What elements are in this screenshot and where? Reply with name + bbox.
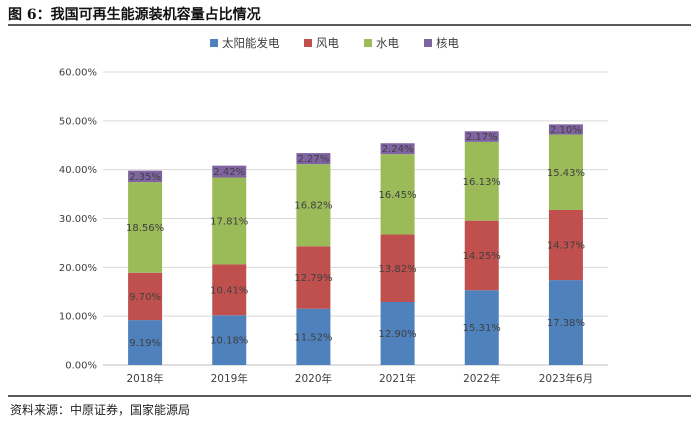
data-label: 10.41% (210, 285, 248, 296)
bar-hydro (212, 177, 247, 265)
bar-solar (464, 290, 499, 365)
x-tick-label: 2021年 (379, 372, 416, 385)
legend-swatch-nuclear (424, 39, 432, 47)
bar-solar (212, 315, 247, 365)
y-tick-label: 50.00% (59, 116, 97, 127)
data-label: 13.82% (379, 264, 417, 275)
top-divider (8, 24, 691, 26)
data-label: 2.42% (213, 167, 245, 178)
data-label: 15.43% (547, 168, 585, 179)
y-tick-label: 40.00% (59, 165, 97, 176)
legend-label-hydro: 水电 (376, 36, 399, 50)
x-tick-label: 2023年6月 (539, 372, 593, 385)
data-label: 2.27% (298, 154, 330, 165)
bar-solar (128, 320, 163, 365)
y-tick-label: 30.00% (59, 214, 97, 225)
y-tick-label: 20.00% (59, 263, 97, 274)
bar-wind (464, 220, 499, 291)
data-label: 14.37% (547, 241, 585, 252)
y-tick-label: 10.00% (59, 312, 97, 323)
bar-solar (296, 308, 331, 365)
bar-nuclear (380, 143, 415, 155)
data-label: 11.52% (294, 332, 332, 343)
source-note: 资料来源：中原证券，国家能源局 (10, 403, 191, 417)
data-label: 9.19% (129, 338, 161, 349)
legend-swatch-wind (304, 39, 312, 47)
x-tick-label: 2020年 (295, 372, 332, 385)
y-tick-label: 60.00% (59, 68, 97, 79)
legend-label-wind: 风电 (316, 36, 339, 50)
bar-hydro (548, 134, 583, 210)
data-label: 2.35% (129, 172, 161, 183)
bar-wind (548, 209, 583, 281)
x-tick-label: 2022年 (463, 372, 500, 385)
data-label: 17.81% (210, 216, 248, 227)
legend-swatch-hydro (364, 39, 372, 47)
data-label: 16.82% (294, 201, 332, 212)
bar-nuclear (296, 153, 331, 165)
legend-label-solar: 太阳能发电 (222, 36, 280, 50)
bottom-divider (8, 395, 691, 397)
data-label: 2.17% (466, 132, 498, 143)
figure-title-bar: 图 6：我国可再生能源装机容量占比情况 (8, 4, 691, 28)
data-label: 2.24% (382, 144, 414, 155)
bar-hydro (380, 154, 415, 235)
bar-nuclear (212, 165, 247, 178)
bar-wind (212, 264, 247, 316)
data-label: 18.56% (126, 223, 164, 234)
data-label: 16.45% (379, 190, 417, 201)
data-label: 14.25% (463, 251, 501, 262)
bar-hydro (296, 164, 331, 247)
bar-nuclear (548, 124, 583, 135)
legend-label-nuclear: 核电 (436, 36, 459, 50)
data-label: 9.70% (129, 292, 161, 303)
data-label: 10.18% (210, 336, 248, 347)
bar-wind (380, 234, 415, 303)
bar-nuclear (464, 131, 499, 142)
x-tick-label: 2019年 (211, 372, 248, 385)
data-label: 15.31% (463, 323, 501, 334)
legend-swatch-solar (210, 39, 218, 47)
bar-hydro (128, 182, 163, 273)
bar-solar (380, 302, 415, 365)
data-label: 16.13% (463, 177, 501, 188)
stacked-bar-chart: 0.00% 10.00% 20.00% 30.00% 40.00% 50.00% 60.00… (59, 36, 608, 385)
bar-wind (296, 246, 331, 309)
bar-solar (548, 280, 583, 365)
data-label: 17.38% (547, 318, 585, 329)
x-tick-label: 2018年 (126, 372, 163, 385)
y-tick-label: 0.00% (65, 361, 97, 372)
bar-nuclear (128, 170, 163, 183)
figure-title: 图 6：我国可再生能源装机容量占比情况 (8, 7, 261, 23)
data-label: 12.90% (379, 329, 417, 340)
bar-hydro (464, 141, 499, 221)
bar-wind (128, 272, 163, 321)
data-label: 12.79% (294, 273, 332, 284)
data-label: 2.10% (550, 125, 582, 136)
